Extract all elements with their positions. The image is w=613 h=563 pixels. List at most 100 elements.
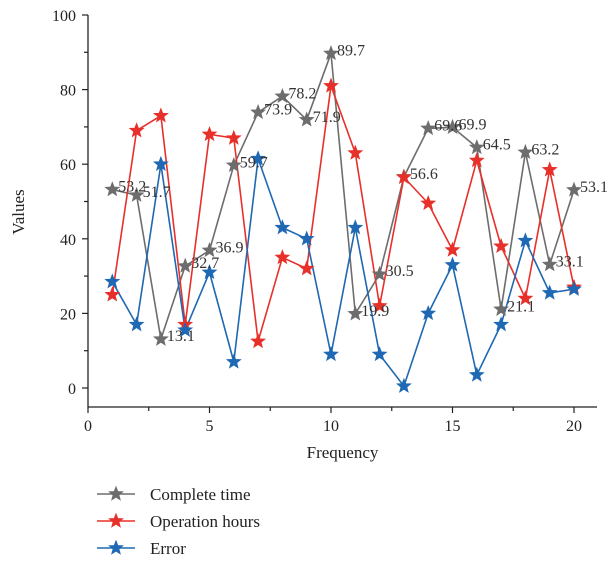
data-label: 78.2 — [288, 85, 316, 102]
data-point — [250, 150, 267, 166]
data-point — [152, 107, 169, 123]
data-point — [371, 297, 388, 313]
y-tick-label: 80 — [60, 83, 76, 100]
data-point — [104, 181, 121, 197]
y-ticks: 0 20 40 60 80 100 — [52, 8, 88, 398]
data-point — [177, 321, 194, 337]
data-point — [444, 118, 461, 135]
data-point — [493, 300, 510, 317]
data-point — [468, 366, 485, 382]
data-label: 64.5 — [483, 136, 511, 153]
data-point — [566, 181, 582, 197]
data-point — [371, 346, 388, 362]
series-line — [111, 85, 575, 343]
data-point — [541, 161, 558, 177]
x-tick-label: 20 — [566, 418, 582, 435]
data-point — [298, 111, 315, 127]
data-point — [250, 104, 267, 120]
data-point — [444, 256, 461, 272]
data-label: 13.1 — [167, 328, 195, 345]
data-point — [468, 139, 485, 155]
data-point — [274, 249, 291, 265]
y-tick-label: 100 — [52, 8, 76, 25]
data-point — [152, 330, 169, 346]
data-label: 30.5 — [386, 263, 414, 280]
data-point — [420, 195, 437, 211]
data-label: 63.2 — [531, 141, 559, 158]
data-point — [371, 265, 388, 281]
legend-marker — [108, 539, 124, 555]
data-point — [395, 377, 412, 393]
y-tick-label: 0 — [68, 381, 76, 398]
x-tick-label: 5 — [206, 418, 214, 435]
legend: Complete time Operation hours Error — [97, 485, 260, 558]
data-label: 32.7 — [191, 255, 219, 272]
data-point — [128, 186, 145, 202]
data-label: 56.6 — [410, 166, 438, 183]
data-point — [323, 45, 339, 61]
data-point — [298, 260, 315, 276]
series-line — [111, 157, 575, 387]
legend-label: Operation hours — [150, 512, 260, 531]
data-point — [444, 241, 461, 257]
data-point — [225, 353, 242, 369]
data-point — [517, 232, 534, 248]
data-point — [298, 230, 315, 246]
legend-marker — [108, 512, 124, 528]
data-label: 53.1 — [580, 179, 608, 196]
data-point — [152, 155, 169, 171]
x-tick-label: 0 — [84, 418, 92, 435]
data-point — [323, 77, 339, 93]
data-point — [104, 286, 121, 302]
x-ticks: 0 5 10 15 20 — [84, 407, 582, 435]
legend-label: Complete time — [150, 485, 251, 504]
data-label: 69.6 — [434, 117, 462, 134]
data-point — [128, 316, 145, 332]
data-point — [347, 144, 364, 160]
data-label: 89.7 — [337, 42, 365, 59]
data-point — [177, 257, 194, 273]
legend-label: Error — [150, 539, 186, 558]
data-point — [517, 143, 534, 160]
data-point — [274, 219, 291, 235]
x-tick-label: 15 — [445, 418, 461, 435]
data-label: 59.7 — [240, 154, 268, 171]
data-point — [566, 280, 582, 296]
data-point — [347, 305, 364, 321]
data-label: 53.2 — [118, 179, 146, 196]
legend-marker — [108, 485, 124, 501]
data-point — [225, 156, 242, 173]
data-label: 51.7 — [143, 184, 171, 201]
axes — [87, 15, 597, 408]
data-point — [420, 305, 437, 321]
data-point — [225, 129, 242, 145]
data-point — [128, 122, 145, 138]
data-point — [274, 87, 291, 104]
data-label: 21.1 — [507, 298, 535, 315]
data-point — [468, 152, 485, 168]
data-point — [250, 333, 267, 349]
y-tick-label: 60 — [60, 157, 76, 174]
data-point — [347, 219, 364, 235]
data-point — [541, 284, 558, 300]
data-point — [420, 120, 437, 136]
data-point — [517, 290, 534, 306]
data-label: 71.9 — [313, 109, 341, 126]
data-label: 19.9 — [361, 303, 389, 320]
data-point — [493, 316, 510, 332]
data-label: 36.9 — [216, 239, 244, 256]
data-point — [201, 242, 218, 258]
x-axis-title: Frequency — [307, 443, 379, 462]
y-axis-title: Values — [9, 189, 28, 234]
data-label: 73.9 — [264, 101, 292, 118]
data-point — [201, 126, 218, 142]
series-markers — [104, 45, 582, 393]
data-point — [395, 168, 412, 184]
data-point — [493, 237, 510, 254]
data-labels: 53.251.7 13.1 32.736.9 59.7 73.978.2 71.9 89.7… — [118, 42, 608, 345]
x-tick-label: 10 — [323, 418, 339, 435]
data-label: 33.1 — [556, 254, 584, 271]
y-tick-label: 20 — [60, 306, 76, 323]
data-point — [104, 273, 121, 289]
